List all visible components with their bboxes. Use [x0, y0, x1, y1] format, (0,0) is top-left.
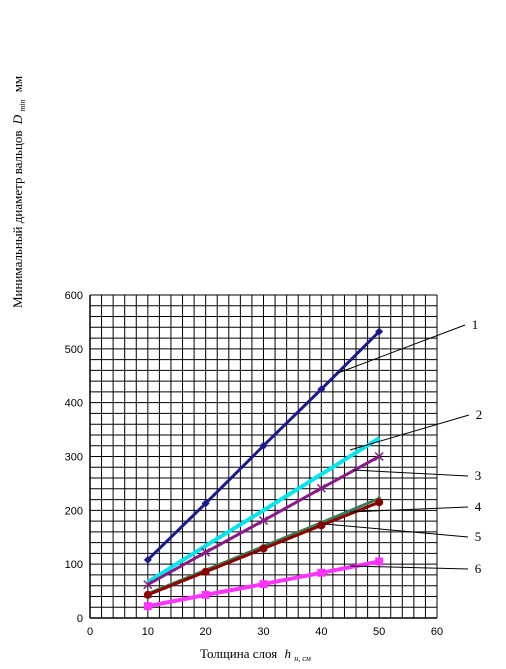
- series-label: 1: [472, 317, 479, 332]
- x-axis-title-text: Толщина слоя: [200, 646, 277, 661]
- y-axis-title: Минимальный диаметр вальцов D min мм: [10, 76, 28, 308]
- series-label: 4: [475, 499, 482, 514]
- series-label: 2: [476, 407, 483, 422]
- data-point: [143, 590, 152, 599]
- data-point: [259, 580, 268, 589]
- x-tick-label: 10: [142, 626, 154, 638]
- y-tick-label: 0: [77, 613, 83, 625]
- y-tick-label: 400: [65, 398, 83, 410]
- x-axis-symbol-sub: н, см: [294, 654, 311, 663]
- data-point: [374, 451, 384, 462]
- y-axis-title-text: Минимальный диаметр вальцов: [10, 130, 25, 308]
- data-point: [258, 516, 269, 526]
- series-label: 3: [475, 468, 482, 483]
- x-tick-label: 30: [257, 626, 269, 638]
- data-point: [201, 590, 210, 599]
- series-2: [146, 436, 381, 584]
- data-point: [201, 547, 211, 557]
- y-axis-symbol: D: [10, 114, 25, 125]
- data-point: [143, 580, 153, 590]
- leader-line: [337, 324, 466, 374]
- data-point: [201, 499, 210, 508]
- leader-line: [324, 523, 469, 538]
- series-1: [143, 327, 384, 564]
- data-point: [375, 557, 384, 566]
- series-group: [143, 327, 384, 611]
- data-point: [317, 521, 326, 530]
- y-tick-label: 200: [65, 505, 83, 517]
- y-tick-label: 100: [65, 559, 83, 571]
- leader-line: [352, 469, 469, 477]
- data-point: [143, 602, 152, 611]
- series-6: [143, 557, 384, 611]
- series-3: [143, 451, 384, 590]
- data-point: [201, 567, 210, 576]
- x-tick-label: 50: [373, 626, 385, 638]
- data-point: [375, 498, 384, 507]
- data-point: [317, 568, 326, 577]
- data-point: [259, 544, 268, 553]
- leader-line: [349, 414, 470, 451]
- y-axis-unit: мм: [10, 76, 25, 92]
- y-tick-label: 600: [65, 290, 83, 302]
- y-tick-label: 300: [65, 452, 83, 464]
- y-axis-symbol-sub: min: [18, 100, 27, 112]
- leader-line: [349, 506, 469, 513]
- series-label-group: 1 2 3 4 5 6: [324, 317, 483, 576]
- grid: [89, 294, 438, 619]
- x-tick-label: 60: [431, 626, 443, 638]
- series-label: 6: [475, 561, 482, 576]
- series-label: 5: [475, 529, 482, 544]
- x-axis-title: Толщина слоя h н, см: [200, 646, 311, 663]
- x-tick-label: 0: [87, 626, 93, 638]
- axes: [89, 295, 437, 619]
- series-5: [143, 498, 384, 599]
- data-point: [375, 327, 384, 336]
- leader-line: [349, 565, 469, 570]
- x-tick-label: 20: [200, 626, 212, 638]
- data-point: [316, 483, 326, 493]
- data-point: [259, 441, 268, 450]
- data-point: [317, 385, 326, 394]
- x-axis-symbol: h: [284, 646, 291, 661]
- y-tick-label: 500: [65, 344, 83, 356]
- data-point: [143, 555, 152, 564]
- x-tick-label: 40: [315, 626, 327, 638]
